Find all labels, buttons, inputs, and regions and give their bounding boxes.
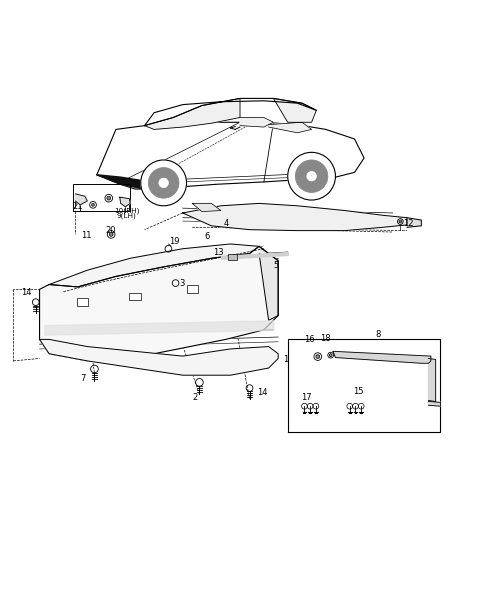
Circle shape: [316, 355, 320, 359]
Text: 1: 1: [283, 355, 288, 364]
Polygon shape: [97, 175, 154, 189]
Text: 17: 17: [301, 393, 312, 402]
Circle shape: [399, 220, 402, 223]
Text: 12: 12: [403, 220, 413, 228]
Polygon shape: [269, 122, 312, 133]
Text: 15: 15: [353, 387, 364, 397]
Polygon shape: [333, 351, 431, 364]
Circle shape: [307, 171, 316, 181]
Polygon shape: [183, 203, 407, 231]
Circle shape: [288, 152, 336, 200]
Text: 10(RH): 10(RH): [114, 207, 139, 214]
Text: 21: 21: [72, 202, 83, 211]
Text: 7: 7: [81, 374, 86, 383]
Polygon shape: [240, 118, 274, 127]
Polygon shape: [259, 247, 278, 320]
Circle shape: [141, 160, 187, 206]
Text: 9(LH): 9(LH): [117, 212, 136, 218]
Text: 14: 14: [257, 389, 267, 397]
Circle shape: [295, 160, 328, 192]
Text: 16: 16: [304, 335, 314, 344]
Polygon shape: [407, 218, 421, 227]
Bar: [129, 293, 141, 300]
Text: 4: 4: [224, 220, 229, 228]
Bar: [77, 299, 88, 306]
Text: 20: 20: [105, 226, 116, 235]
Text: 3: 3: [179, 279, 184, 288]
Text: 8: 8: [376, 330, 381, 339]
Polygon shape: [97, 122, 364, 189]
Bar: [228, 254, 237, 259]
Text: 14: 14: [21, 288, 32, 297]
Polygon shape: [144, 99, 316, 125]
Circle shape: [92, 203, 95, 206]
Circle shape: [107, 196, 111, 200]
Circle shape: [159, 178, 168, 188]
Polygon shape: [120, 197, 130, 207]
Polygon shape: [75, 194, 87, 205]
Polygon shape: [429, 359, 436, 401]
Text: 18: 18: [321, 334, 331, 343]
Polygon shape: [39, 340, 278, 375]
Circle shape: [148, 168, 179, 198]
Polygon shape: [192, 203, 221, 212]
Bar: [187, 285, 198, 293]
Polygon shape: [144, 99, 240, 129]
Text: 2: 2: [192, 393, 197, 402]
Circle shape: [329, 354, 332, 357]
Polygon shape: [429, 401, 441, 406]
Polygon shape: [49, 244, 259, 287]
Polygon shape: [39, 247, 278, 361]
Text: 6: 6: [205, 233, 210, 241]
Text: 11: 11: [81, 231, 92, 240]
Circle shape: [109, 233, 113, 236]
Polygon shape: [274, 99, 316, 122]
Text: 19: 19: [169, 237, 180, 246]
Text: 13: 13: [213, 248, 223, 257]
Text: 5: 5: [273, 261, 278, 270]
